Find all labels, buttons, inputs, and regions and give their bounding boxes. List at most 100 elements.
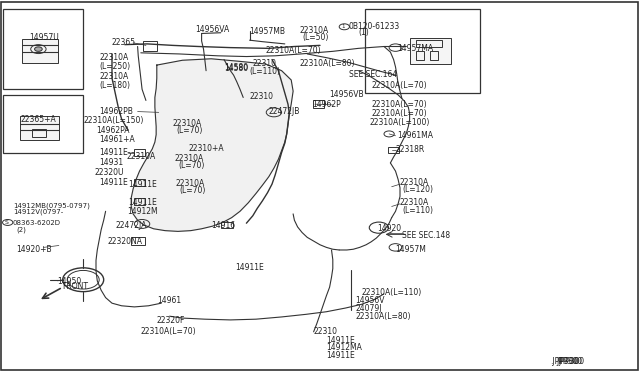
Text: 22310A(L=70): 22310A(L=70) bbox=[141, 327, 196, 336]
Text: 14961+A: 14961+A bbox=[99, 135, 135, 144]
Bar bbox=[430, 51, 438, 60]
Text: 14911E: 14911E bbox=[236, 263, 264, 272]
Text: 22310A(L=70): 22310A(L=70) bbox=[371, 81, 427, 90]
Text: 08363-6202D: 08363-6202D bbox=[13, 220, 61, 226]
Text: 14580: 14580 bbox=[224, 64, 248, 73]
Text: 22318R: 22318R bbox=[396, 145, 425, 154]
Text: 1: 1 bbox=[341, 24, 345, 29]
Bar bbox=[388, 147, 399, 153]
Text: 14920: 14920 bbox=[378, 224, 402, 233]
Text: (L=180): (L=180) bbox=[99, 81, 130, 90]
Text: 22310: 22310 bbox=[314, 327, 338, 336]
Text: 14580: 14580 bbox=[224, 63, 248, 72]
Text: 14962P: 14962P bbox=[312, 100, 341, 109]
Bar bbox=[22, 39, 58, 63]
Text: 14962PA: 14962PA bbox=[96, 126, 129, 135]
Bar bbox=[134, 179, 145, 186]
Text: 22310A: 22310A bbox=[127, 152, 156, 161]
Text: 14957U: 14957U bbox=[29, 33, 58, 42]
Text: 14957M: 14957M bbox=[396, 245, 426, 254]
Text: 14912MA: 14912MA bbox=[326, 343, 362, 352]
Text: (L=70): (L=70) bbox=[176, 126, 202, 135]
Text: 22310A: 22310A bbox=[400, 178, 429, 187]
Text: 22310A(L=70): 22310A(L=70) bbox=[266, 46, 321, 55]
Text: 14957MB: 14957MB bbox=[250, 27, 285, 36]
Text: 14911E: 14911E bbox=[128, 198, 157, 207]
Bar bbox=[416, 51, 424, 60]
Text: 14956VA: 14956VA bbox=[195, 25, 230, 34]
Bar bbox=[3, 9, 83, 89]
Text: 14912MB(0795-0797): 14912MB(0795-0797) bbox=[13, 202, 90, 209]
Text: 14956VB: 14956VB bbox=[330, 90, 364, 99]
Text: SEE SEC.148: SEE SEC.148 bbox=[402, 231, 450, 240]
Text: 0B120-61233: 0B120-61233 bbox=[349, 22, 400, 31]
Text: 14962PB: 14962PB bbox=[99, 107, 133, 116]
Text: 22320U: 22320U bbox=[95, 169, 124, 177]
Text: SEE SEC.164: SEE SEC.164 bbox=[349, 70, 397, 79]
Text: 22320NA: 22320NA bbox=[108, 237, 143, 246]
Text: 22310A(L=80): 22310A(L=80) bbox=[355, 312, 411, 321]
Text: 14911E: 14911E bbox=[326, 336, 355, 345]
Bar bbox=[32, 129, 46, 137]
Text: 22310A: 22310A bbox=[174, 154, 204, 163]
Polygon shape bbox=[131, 59, 293, 231]
Text: (L=250): (L=250) bbox=[99, 62, 131, 71]
Text: (L=110): (L=110) bbox=[250, 67, 280, 76]
Bar bbox=[143, 41, 157, 51]
Text: 14961: 14961 bbox=[157, 296, 181, 305]
Text: 14956V: 14956V bbox=[355, 296, 385, 305]
Text: 22472JB: 22472JB bbox=[269, 107, 300, 116]
Bar bbox=[410, 38, 451, 64]
Bar bbox=[3, 95, 83, 153]
Text: (L=70): (L=70) bbox=[178, 161, 204, 170]
Text: JPP300: JPP300 bbox=[558, 357, 584, 366]
Text: 14950: 14950 bbox=[58, 278, 82, 286]
Text: 22310: 22310 bbox=[253, 60, 277, 68]
Bar bbox=[131, 237, 145, 245]
Text: 14931: 14931 bbox=[99, 158, 124, 167]
Text: (L=70): (L=70) bbox=[179, 186, 205, 195]
Text: 22310A: 22310A bbox=[99, 53, 129, 62]
Bar bbox=[134, 198, 145, 205]
Text: .JPP300: .JPP300 bbox=[550, 357, 579, 366]
Text: (L=110): (L=110) bbox=[402, 206, 433, 215]
Text: 22310A: 22310A bbox=[173, 119, 202, 128]
Text: 22310: 22310 bbox=[250, 92, 274, 101]
Text: 14916: 14916 bbox=[211, 221, 236, 230]
Text: (1): (1) bbox=[358, 28, 369, 37]
Text: 22310A(L=150): 22310A(L=150) bbox=[83, 116, 143, 125]
Bar bbox=[416, 40, 442, 47]
Text: 22310A(L=100): 22310A(L=100) bbox=[370, 118, 430, 126]
Text: 22310A(L=110): 22310A(L=110) bbox=[362, 288, 422, 296]
Text: FRONT: FRONT bbox=[63, 282, 89, 291]
Text: 14911E: 14911E bbox=[99, 178, 128, 187]
Text: 22310A(L=80): 22310A(L=80) bbox=[300, 60, 355, 68]
Bar bbox=[134, 149, 145, 156]
Text: (L=50): (L=50) bbox=[302, 33, 328, 42]
Bar bbox=[20, 116, 59, 140]
Text: 14961MA: 14961MA bbox=[397, 131, 433, 140]
Text: 14911E: 14911E bbox=[128, 180, 157, 189]
Text: (L=120): (L=120) bbox=[402, 185, 433, 194]
Text: 14912M: 14912M bbox=[127, 207, 157, 216]
Text: JPP300: JPP300 bbox=[557, 357, 583, 366]
Text: S: S bbox=[4, 220, 8, 225]
Bar bbox=[365, 9, 480, 93]
Text: 22310+A: 22310+A bbox=[189, 144, 225, 153]
Text: 22310A: 22310A bbox=[400, 198, 429, 207]
Text: 22365: 22365 bbox=[112, 38, 136, 47]
Text: 14911E: 14911E bbox=[99, 148, 128, 157]
Text: 22310A(L=70): 22310A(L=70) bbox=[371, 100, 427, 109]
Bar bbox=[313, 100, 324, 108]
Text: 14957MA: 14957MA bbox=[397, 44, 433, 53]
Circle shape bbox=[35, 47, 42, 51]
Text: 22310A: 22310A bbox=[300, 26, 329, 35]
Text: 22365+A: 22365+A bbox=[20, 115, 56, 124]
Text: 22310A: 22310A bbox=[176, 179, 205, 187]
Text: 14912V(0797-: 14912V(0797- bbox=[13, 209, 63, 215]
Text: 14920+B: 14920+B bbox=[16, 245, 52, 254]
Text: 22320F: 22320F bbox=[157, 316, 185, 325]
Text: 24079J: 24079J bbox=[355, 304, 381, 313]
Text: 22310A: 22310A bbox=[99, 72, 129, 81]
Text: 14911E: 14911E bbox=[326, 351, 355, 360]
